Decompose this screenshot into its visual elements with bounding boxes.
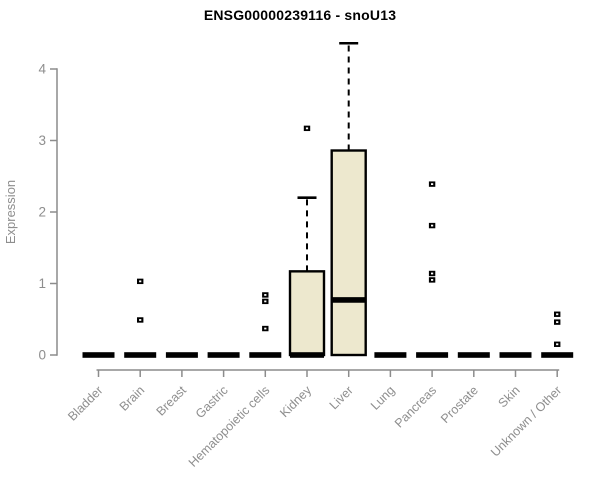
zero-box-bar	[416, 352, 449, 358]
x-tick-label: Lung	[368, 383, 398, 413]
zero-box-bar	[541, 352, 574, 358]
zero-box-bar	[499, 352, 532, 358]
box-kidney	[288, 270, 326, 357]
median-line	[290, 352, 324, 358]
x-tick-label: Unknown / Other	[488, 383, 564, 459]
zero-box-bar	[165, 352, 198, 358]
outlier-marker-center	[556, 343, 559, 346]
y-tick-label: 3	[38, 133, 46, 148]
x-tick-label: Brain	[117, 383, 148, 414]
x-tick-label: Hematopoietic cells	[186, 383, 273, 470]
zero-box-bar	[457, 352, 490, 358]
y-tick-label: 2	[38, 205, 46, 220]
outlier-marker-center	[556, 321, 559, 324]
outlier-marker-center	[139, 280, 142, 283]
y-tick-label: 1	[38, 276, 46, 291]
zero-box-bar	[374, 352, 407, 358]
chart-title: ENSG00000239116 - snoU13	[203, 7, 397, 23]
outlier-marker-center	[264, 300, 267, 303]
x-tick-label: Pancreas	[392, 383, 439, 430]
outlier-marker-center	[139, 319, 142, 321]
zero-box-bar	[124, 352, 157, 358]
x-tick-label: Breast	[154, 383, 190, 419]
zero-box-bar	[249, 352, 282, 358]
outlier-marker-center	[556, 313, 559, 316]
y-tick-label: 0	[38, 348, 46, 363]
y-axis-title: Expression	[3, 180, 18, 244]
x-tick-label: Skin	[496, 383, 523, 410]
x-tick-label: Prostate	[438, 383, 481, 426]
outlier-marker-center	[431, 272, 434, 275]
outlier-marker-center	[431, 183, 434, 186]
x-tick-label: Bladder	[65, 383, 105, 423]
median-line	[331, 297, 366, 303]
outlier-marker-center	[431, 224, 434, 227]
x-tick-label: Kidney	[277, 383, 314, 420]
zero-box-bar	[82, 352, 115, 358]
outlier-marker-center	[305, 127, 309, 130]
zero-box-bar	[207, 352, 240, 358]
box-liver	[330, 149, 367, 357]
outlier-marker-center	[264, 327, 267, 330]
outlier-marker-center	[264, 294, 267, 296]
outlier-marker-center	[431, 279, 434, 281]
x-tick-label: Gastric	[193, 383, 231, 421]
y-tick-label: 4	[38, 62, 46, 77]
x-tick-label: Liver	[327, 383, 356, 412]
